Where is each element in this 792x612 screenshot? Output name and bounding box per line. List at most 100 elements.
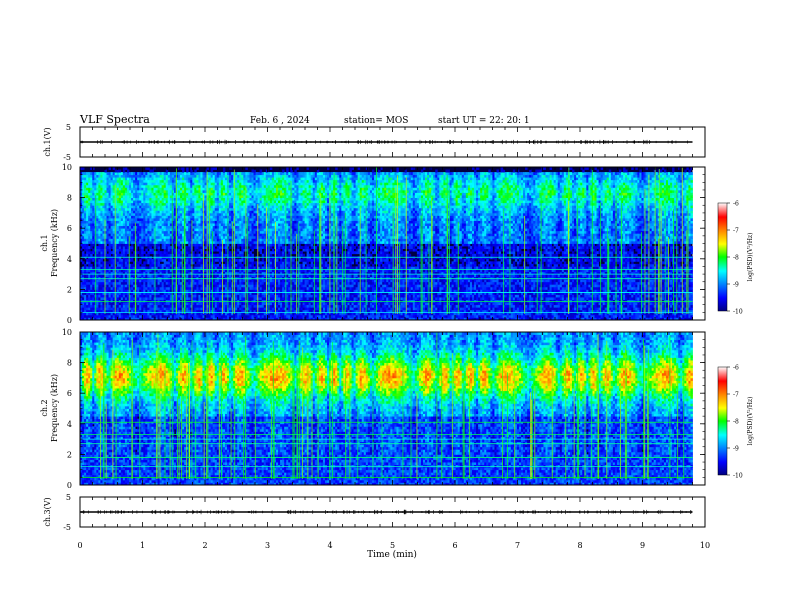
- spectrogram-cell: [88, 253, 91, 257]
- spectrogram-cell: [145, 179, 148, 183]
- spectrogram-cell: [139, 299, 142, 303]
- spectrogram-cell: [90, 205, 93, 209]
- spectrogram-cell: [88, 205, 91, 209]
- spectrogram-cell: [122, 258, 126, 262]
- spectrogram-cell: [88, 297, 91, 300]
- spectrogram-cell: [151, 271, 154, 275]
- spectrogram-cell: [147, 269, 150, 272]
- spectrogram-cell: [137, 187, 140, 191]
- spectrogram-cell: [139, 172, 142, 176]
- spectrogram-cell: [151, 309, 154, 313]
- spectrogram-cell: [90, 279, 93, 283]
- spectrogram-cell: [137, 197, 140, 201]
- spectrogram-cell: [104, 215, 107, 219]
- spectrogram-cell: [108, 258, 112, 262]
- spectrogram-cell: [104, 212, 107, 216]
- spectrogram-cell: [84, 197, 87, 201]
- spectrogram-cell: [149, 271, 152, 275]
- spectrogram-cell: [108, 228, 112, 232]
- spectrogram-cell: [82, 220, 85, 224]
- spectrogram-cell: [114, 207, 118, 211]
- spectrogram-cell: [112, 240, 116, 244]
- spectrogram-cell: [92, 220, 95, 224]
- spectrogram-cell: [116, 248, 120, 252]
- spectrogram-cell: [139, 233, 142, 237]
- spectrogram-cell: [118, 238, 122, 242]
- spectrogram-cell: [143, 271, 146, 275]
- spectrogram-cell: [118, 223, 122, 227]
- spectrogram-cell: [86, 246, 89, 249]
- spectrogram-cell: [124, 284, 128, 288]
- spectrogram-cell: [135, 302, 138, 306]
- spectrogram-cell: [129, 297, 132, 300]
- spectrogram-cell: [149, 266, 152, 270]
- spectrogram-cell: [133, 179, 136, 183]
- spectrogram-cell: [104, 179, 107, 183]
- spectrogram-cell: [112, 174, 116, 178]
- spectrogram-cell: [86, 294, 89, 298]
- spectrogram-cell: [192, 251, 195, 255]
- spectrogram-cell: [112, 167, 116, 170]
- spectrogram-cell: [96, 235, 99, 239]
- spectrogram-cell: [96, 274, 99, 278]
- spectrogram-cell: [141, 276, 144, 280]
- spectrogram-cell: [106, 230, 109, 234]
- spectrogram-cell: [131, 243, 134, 247]
- spectrogram-cell: [80, 182, 83, 186]
- spectrogram-cell: [141, 238, 144, 242]
- spectrogram-cell: [135, 179, 138, 183]
- spectrogram-cell: [86, 172, 89, 176]
- spectrogram-cell: [129, 235, 132, 239]
- spectrogram-cell: [143, 195, 146, 198]
- spectrogram-cell: [129, 184, 132, 188]
- spectrogram-cell: [108, 276, 112, 280]
- spectrogram-cell: [129, 238, 132, 242]
- spectrogram-cell: [84, 233, 87, 237]
- spectrogram-cell: [131, 228, 134, 232]
- spectrogram-cell: [141, 286, 144, 290]
- spectrogram-cell: [88, 279, 91, 283]
- spectrogram-cell: [116, 297, 120, 300]
- spectrogram-cell: [94, 187, 97, 191]
- spectrogram-cell: [129, 286, 132, 290]
- spectrogram-cell: [143, 251, 146, 255]
- spectrogram-cell: [147, 228, 150, 232]
- spectrogram-cell: [126, 205, 130, 209]
- spectrogram-cell: [106, 297, 109, 300]
- spectrogram-cell: [126, 276, 130, 280]
- spectrogram-cell: [120, 279, 124, 283]
- spectrogram-cell: [137, 218, 140, 221]
- spectrogram-cell: [126, 291, 130, 295]
- spectrogram-cell: [133, 279, 136, 283]
- spectrogram-cell: [92, 197, 95, 201]
- spectrogram-cell: [141, 302, 144, 306]
- spectrogram-cell: [96, 192, 99, 196]
- spectrogram-cell: [145, 294, 148, 298]
- spectrogram-cell: [100, 179, 103, 183]
- spectrogram-cell: [82, 309, 85, 313]
- spectrogram-cell: [145, 230, 148, 234]
- spectrogram-cell: [139, 195, 142, 198]
- spectrogram-cell: [98, 266, 101, 270]
- spectrogram-cell: [133, 187, 136, 191]
- spectrogram-cell: [88, 182, 91, 186]
- spectrogram-cell: [110, 187, 114, 191]
- spectrogram-cell: [151, 294, 154, 298]
- spectrogram-cell: [116, 233, 120, 237]
- spectrogram-cell: [82, 197, 85, 201]
- spectrogram-cell: [114, 228, 118, 232]
- spectrogram-cell: [122, 253, 126, 257]
- spectrogram-cell: [96, 246, 99, 249]
- spectrogram-cell: [104, 220, 107, 224]
- spectrogram-cell: [114, 210, 118, 214]
- ch1-waveform-trace: [80, 139, 693, 145]
- spectrogram-cell: [88, 309, 91, 313]
- spectrogram-cell: [149, 302, 152, 306]
- spectrogram-cell: [96, 281, 99, 285]
- spectrogram-cell: [84, 297, 87, 300]
- spectrogram-cell: [149, 289, 152, 293]
- spectrogram-cell: [212, 246, 216, 249]
- spectrogram-cell: [147, 266, 150, 270]
- spectrogram-cell: [120, 281, 124, 285]
- spectrogram-cell: [100, 182, 103, 186]
